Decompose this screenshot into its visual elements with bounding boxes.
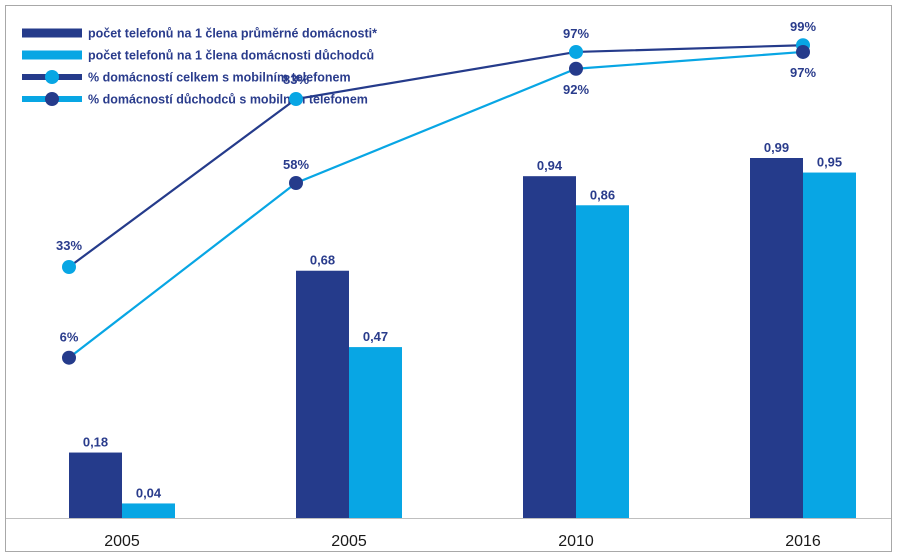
bar-s1-c3 bbox=[803, 172, 856, 518]
x-tick-label-1: 2005 bbox=[331, 533, 367, 550]
line-label-s1-c0: 6% bbox=[60, 330, 79, 345]
bar-s1-c0 bbox=[122, 503, 175, 518]
line-label-s0-c1: 83% bbox=[283, 72, 309, 87]
line-label-s0-c2: 97% bbox=[563, 26, 589, 41]
legend-swatch-1 bbox=[22, 50, 82, 60]
line-marker-s1-c2 bbox=[569, 61, 583, 76]
bar-label-s0-c3: 0,99 bbox=[764, 140, 789, 155]
line-path-1 bbox=[68, 50, 804, 359]
value-labels: 0,18 0,68 0,94 0,99 0,04 0,47 0,86 0,95 33% 83% 97… bbox=[56, 19, 842, 500]
chart-frame bbox=[5, 5, 892, 552]
bar-label-s1-c1: 0,47 bbox=[363, 329, 388, 344]
line-marker-s1-c1 bbox=[289, 176, 303, 190]
bar-s1-c2 bbox=[576, 205, 629, 519]
legend-label-2: % domácností celkem s mobilním telefonem bbox=[88, 71, 351, 85]
legend-label-1: počet telefonů na 1 člena domácnosti důc… bbox=[88, 49, 374, 63]
bars bbox=[69, 158, 856, 519]
bar-label-s1-c0: 0,04 bbox=[136, 485, 162, 500]
line-marker-s0-c2 bbox=[569, 44, 583, 59]
bar-label-s1-c3: 0,95 bbox=[817, 155, 842, 170]
x-axis: 2005 2005 2010 2016 bbox=[6, 518, 891, 550]
bar-s1-c1 bbox=[349, 347, 402, 518]
legend: počet telefonů na 1 člena průměrné domác… bbox=[22, 27, 377, 107]
bar-s0-c1 bbox=[296, 270, 349, 518]
bar-s0-c2 bbox=[523, 176, 576, 518]
bar-label-s1-c2: 0,86 bbox=[590, 187, 615, 202]
bar-label-s0-c1: 0,68 bbox=[310, 253, 335, 268]
legend-marker-2 bbox=[45, 70, 59, 84]
line-marker-s0-c0 bbox=[62, 260, 76, 274]
legend-marker-3 bbox=[45, 92, 59, 106]
line-marker-s0-c1 bbox=[289, 92, 303, 106]
line-label-s0-c3: 99% bbox=[790, 19, 816, 34]
line-label-s1-c2: 92% bbox=[563, 82, 589, 97]
legend-swatch-0 bbox=[22, 28, 82, 38]
bar-s0-c3 bbox=[750, 158, 803, 518]
x-tick-label-2: 2010 bbox=[558, 533, 594, 550]
line-label-s1-c3: 97% bbox=[790, 65, 816, 80]
bar-label-s0-c2: 0,94 bbox=[537, 158, 563, 173]
line-path-0 bbox=[68, 44, 804, 268]
line-marker-s1-c3 bbox=[796, 44, 810, 59]
lines bbox=[62, 38, 810, 365]
x-tick-label-0: 2005 bbox=[104, 533, 140, 550]
line-marker-s1-c0 bbox=[62, 350, 76, 365]
line-label-s1-c1: 58% bbox=[283, 157, 309, 172]
line-label-s0-c0: 33% bbox=[56, 238, 82, 253]
bar-label-s0-c0: 0,18 bbox=[83, 435, 108, 450]
legend-label-0: počet telefonů na 1 člena průměrné domác… bbox=[88, 27, 377, 41]
bar-s0-c0 bbox=[69, 452, 122, 518]
x-tick-label-3: 2016 bbox=[785, 533, 821, 550]
